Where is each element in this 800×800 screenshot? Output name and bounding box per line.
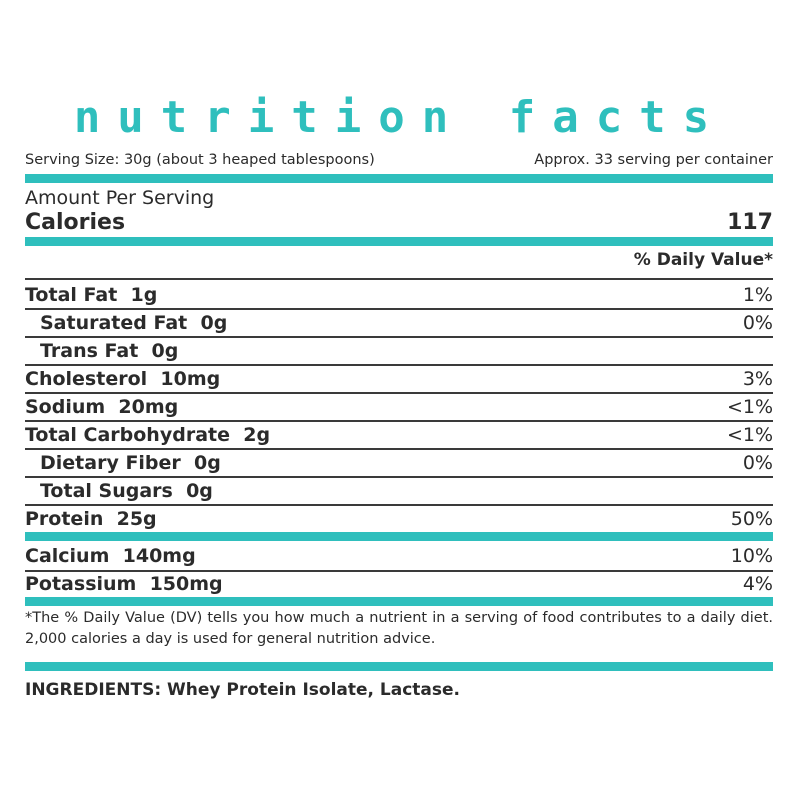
daily-value-footnote: *The % Daily Value (DV) tells you how mu… (25, 610, 773, 647)
nutrient-label: Dietary Fiber 0g (40, 452, 221, 474)
divider-thin (25, 392, 773, 394)
nutrient-label: Sodium 20mg (25, 396, 179, 418)
divider-thick (25, 597, 773, 606)
nutrient-dv: <1% (726, 424, 773, 446)
daily-value-header: % Daily Value* (633, 250, 773, 270)
divider-thick (25, 174, 773, 183)
nutrient-dv: 10% (730, 545, 773, 567)
nutrient-label: Saturated Fat 0g (40, 312, 228, 334)
mineral-row-potassium: Potassium 150mg 4% (25, 571, 773, 597)
calories-value: 117 (727, 210, 773, 235)
nutrient-dv: 3% (742, 368, 773, 390)
nutrient-label: Calcium 140mg (25, 545, 196, 567)
divider-thick (25, 532, 773, 541)
nutrient-label: Trans Fat 0g (40, 340, 179, 362)
nutrient-dv: 4% (742, 573, 773, 595)
divider-thin (25, 420, 773, 422)
nutrient-label: Total Sugars 0g (40, 480, 213, 502)
ingredients-list: INGREDIENTS: Whey Protein Isolate, Lacta… (25, 680, 460, 700)
nutrient-row-dietary-fiber: Dietary Fiber 0g 0% (25, 450, 773, 476)
divider-thin (25, 476, 773, 478)
amount-per-serving: Amount Per Serving (25, 187, 215, 209)
nutrient-row-protein: Protein 25g 50% (25, 506, 773, 532)
serving-info: Serving Size: 30g (about 3 heaped tables… (25, 150, 773, 170)
divider-thin (25, 308, 773, 310)
nutrient-label: Protein 25g (25, 508, 157, 530)
divider-thick (25, 662, 773, 671)
nutrient-dv: 1% (742, 284, 773, 306)
serving-size: Serving Size: 30g (about 3 heaped tables… (25, 152, 375, 168)
nutrient-row-cholesterol: Cholesterol 10mg 3% (25, 366, 773, 392)
divider-thick (25, 237, 773, 246)
nutrient-row-trans-fat: Trans Fat 0g (25, 338, 773, 364)
servings-per-container: Approx. 33 serving per container (534, 152, 773, 168)
calories-row: Calories 117 (25, 209, 773, 237)
nutrient-dv: 0% (742, 452, 773, 474)
divider-thin (25, 278, 773, 280)
nutrient-dv: <1% (726, 396, 773, 418)
nutrient-dv: 50% (730, 508, 773, 530)
divider-thin (25, 336, 773, 338)
divider-thin (25, 448, 773, 450)
divider-thin (25, 364, 773, 366)
nutrient-label: Total Fat 1g (25, 284, 158, 306)
nutrient-dv: 0% (742, 312, 773, 334)
divider-thin (25, 504, 773, 506)
divider-thin (25, 570, 773, 572)
nutrient-row-total-carbohydrate: Total Carbohydrate 2g <1% (25, 422, 773, 448)
nutrient-label: Cholesterol 10mg (25, 368, 221, 390)
nutrient-row-total-sugars: Total Sugars 0g (25, 478, 773, 504)
nutrient-row-total-fat: Total Fat 1g 1% (25, 282, 773, 308)
nutrient-label: Total Carbohydrate 2g (25, 424, 271, 446)
nutrient-row-sodium: Sodium 20mg <1% (25, 394, 773, 420)
nutrient-row-saturated-fat: Saturated Fat 0g 0% (25, 310, 773, 336)
nutrition-facts-title: nutrition facts (73, 92, 727, 143)
nutrient-label: Potassium 150mg (25, 573, 223, 595)
calories-label: Calories (25, 210, 126, 235)
mineral-row-calcium: Calcium 140mg 10% (25, 543, 773, 569)
